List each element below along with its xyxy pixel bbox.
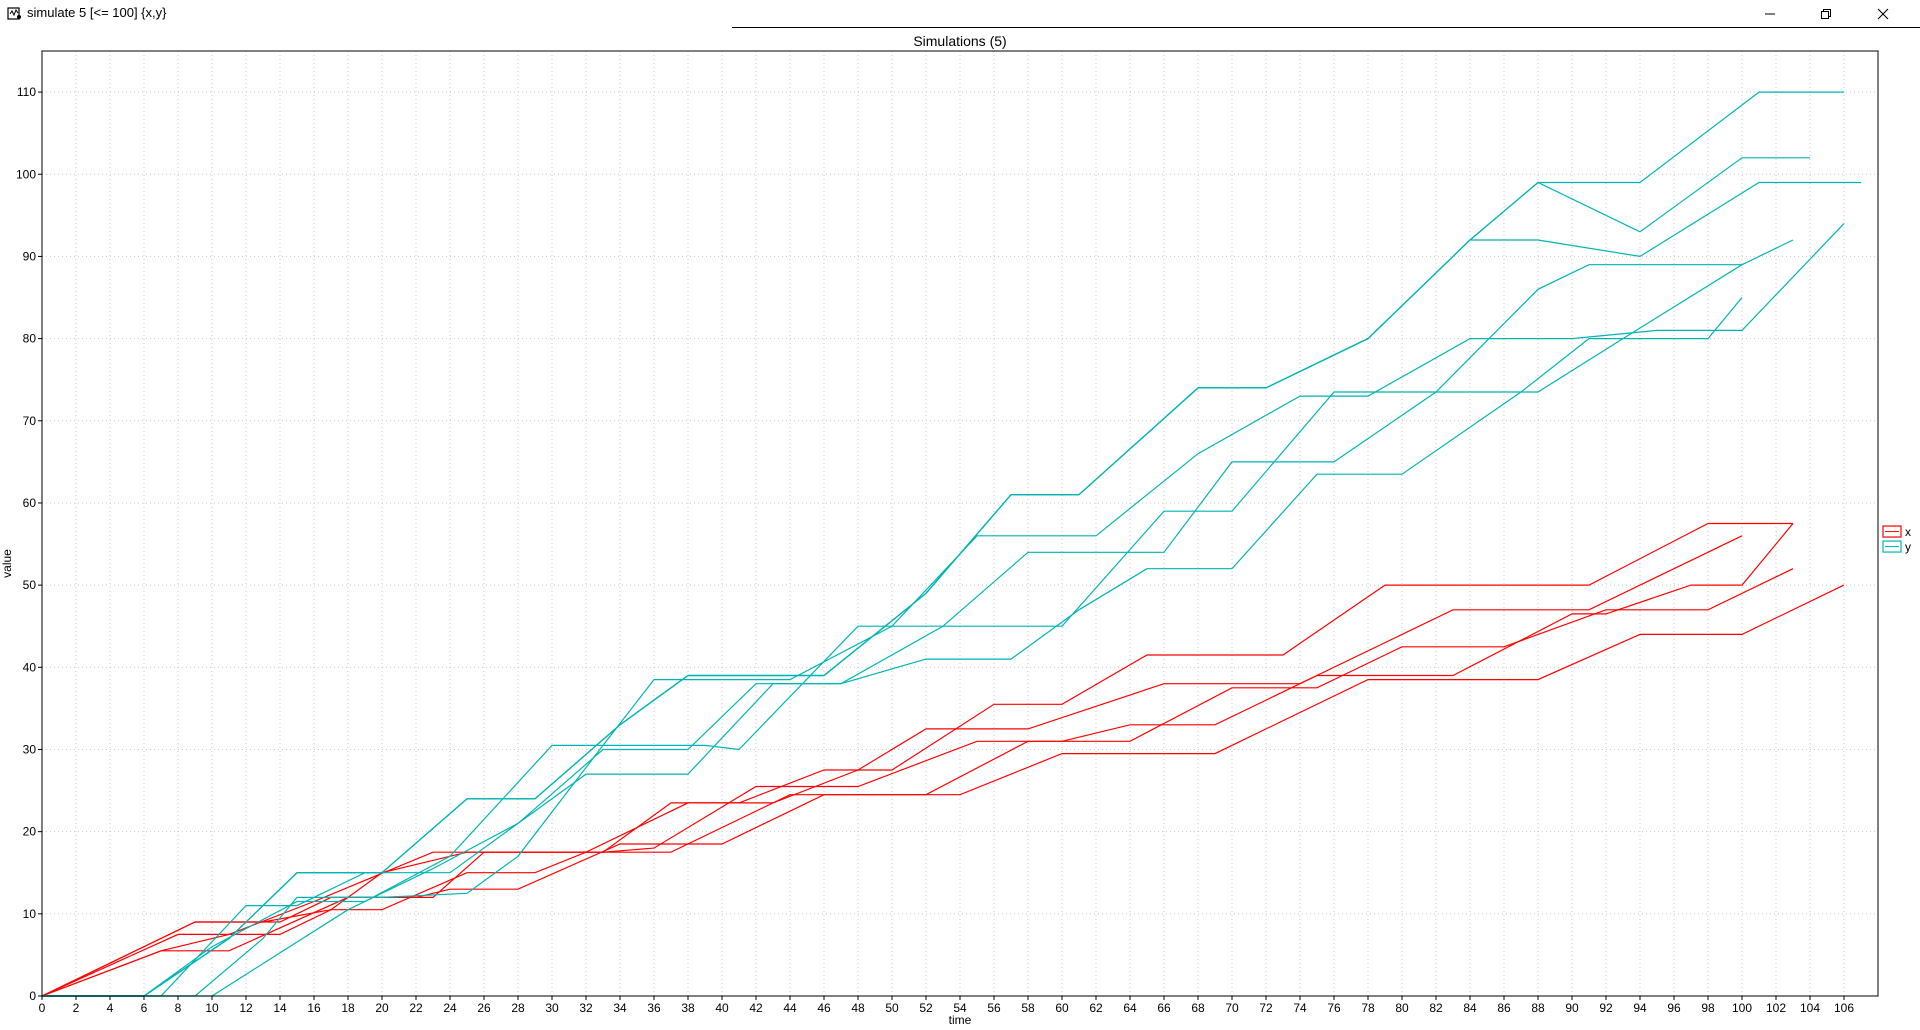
x-tick-label: 20 — [375, 1001, 389, 1015]
x-tick-label: 14 — [273, 1001, 287, 1015]
x-tick-label: 38 — [681, 1001, 695, 1015]
legend: xy — [1882, 525, 1911, 554]
uppaal-app-icon — [7, 7, 21, 20]
y-tick-label: 20 — [23, 825, 37, 839]
x-tick-label: 10 — [205, 1001, 219, 1015]
series-x-run-4 — [41, 523, 1794, 997]
y-tick-label: 60 — [23, 496, 37, 510]
y-tick-label: 90 — [23, 249, 37, 263]
series-y-run-9 — [42, 223, 1845, 997]
x-tick-label: 24 — [443, 1001, 457, 1015]
x-tick-label: 12 — [239, 1001, 253, 1015]
legend-label-x: x — [1905, 525, 1911, 539]
series-x-run-3 — [41, 535, 1743, 997]
window-title: simulate 5 [<= 100] {x,y} — [27, 5, 167, 20]
x-tick-label: 106 — [1834, 1001, 1854, 1015]
x-tick-label: 4 — [107, 1001, 114, 1015]
x-tick-label: 100 — [1732, 1001, 1752, 1015]
series-y-run-10 — [42, 91, 1844, 997]
x-tick-label: 2 — [73, 1001, 80, 1015]
x-tick-label: 40 — [715, 1001, 729, 1015]
x-tick-label: 50 — [885, 1001, 899, 1015]
y-tick-label: 10 — [23, 907, 37, 921]
y-tick-label: 80 — [23, 332, 37, 346]
grid-layer — [41, 51, 1878, 997]
legend-swatch-x — [1882, 525, 1902, 538]
y-axis-label: value — [0, 549, 14, 578]
x-tick-label: 90 — [1565, 1001, 1579, 1015]
x-tick-label: 82 — [1429, 1001, 1443, 1015]
y-tick-label: 50 — [23, 578, 37, 592]
x-tick-label: 60 — [1055, 1001, 1069, 1015]
x-tick-label: 66 — [1157, 1001, 1171, 1015]
window-titlebar: simulate 5 [<= 100] {x,y} — [0, 0, 1920, 28]
x-tick-label: 52 — [919, 1001, 933, 1015]
x-tick-label: 84 — [1463, 1001, 1477, 1015]
x-tick-label: 68 — [1191, 1001, 1205, 1015]
x-tick-label: 70 — [1225, 1001, 1239, 1015]
minimize-icon — [1765, 13, 1775, 15]
x-tick-label: 98 — [1701, 1001, 1715, 1015]
x-tick-label: 16 — [307, 1001, 321, 1015]
y-tick-label: 0 — [29, 989, 36, 1003]
x-tick-label: 34 — [613, 1001, 627, 1015]
y-tick-label: 70 — [23, 414, 37, 428]
x-tick-label: 78 — [1361, 1001, 1375, 1015]
x-tick-label: 88 — [1531, 1001, 1545, 1015]
series-x-run-5 — [41, 522, 1793, 997]
x-tick-label: 8 — [175, 1001, 182, 1015]
x-tick-label: 36 — [647, 1001, 661, 1015]
y-tick-label: 40 — [23, 660, 37, 674]
series-x-run-1 — [41, 584, 1845, 997]
x-tick-label: 0 — [39, 1001, 46, 1015]
series-y-run-6 — [42, 239, 1794, 997]
x-tick-label: 54 — [953, 1001, 967, 1015]
series-y-run-12 — [42, 181, 1861, 997]
x-tick-label: 80 — [1395, 1001, 1409, 1015]
x-tick-label: 42 — [749, 1001, 763, 1015]
tick-layer: 0 2 4 6 8 10 12 14 16 18 20 22 24 26 28 30 32 34 36 38 40 42 4… — [16, 85, 1854, 1015]
x-tick-label: 96 — [1667, 1001, 1681, 1015]
x-tick-label: 76 — [1327, 1001, 1341, 1015]
x-tick-label: 86 — [1497, 1001, 1511, 1015]
x-tick-label: 102 — [1766, 1001, 1786, 1015]
x-tick-label: 26 — [477, 1001, 491, 1015]
x-tick-label: 48 — [851, 1001, 865, 1015]
x-tick-label: 6 — [141, 1001, 148, 1015]
y-tick-label: 30 — [23, 742, 37, 756]
series-layer — [41, 91, 1861, 997]
x-tick-label: 44 — [783, 1001, 797, 1015]
restore-icon — [1821, 9, 1831, 19]
x-tick-label: 62 — [1089, 1001, 1103, 1015]
x-tick-label: 58 — [1021, 1001, 1035, 1015]
y-tick-label: 100 — [16, 167, 36, 181]
x-tick-label: 30 — [545, 1001, 559, 1015]
x-tick-label: 18 — [341, 1001, 355, 1015]
minimize-button[interactable] — [1747, 0, 1793, 28]
x-tick-label: 28 — [511, 1001, 525, 1015]
y-tick-label: 110 — [17, 85, 36, 99]
x-tick-label: 104 — [1800, 1001, 1820, 1015]
x-tick-label: 72 — [1259, 1001, 1273, 1015]
x-tick-label: 74 — [1293, 1001, 1307, 1015]
restore-button[interactable] — [1803, 0, 1849, 28]
x-tick-label: 22 — [409, 1001, 423, 1015]
x-tick-label: 32 — [579, 1001, 593, 1015]
chart-title: Simulations (5) — [913, 33, 1006, 49]
legend-label-y: y — [1905, 540, 1911, 554]
series-x-run-2 — [41, 568, 1794, 997]
x-axis-label: time — [949, 1013, 972, 1027]
title-divider — [732, 27, 1920, 28]
x-tick-label: 56 — [987, 1001, 1001, 1015]
x-tick-label: 64 — [1123, 1001, 1137, 1015]
close-button[interactable] — [1860, 0, 1906, 28]
series-y-run-8 — [42, 264, 1742, 997]
x-tick-label: 92 — [1599, 1001, 1613, 1015]
close-icon — [1877, 8, 1889, 20]
x-tick-label: 46 — [817, 1001, 831, 1015]
x-tick-label: 94 — [1633, 1001, 1647, 1015]
legend-swatch-y — [1882, 540, 1902, 553]
series-y-run-7 — [42, 297, 1743, 997]
simulation-chart: 0 2 4 6 8 10 12 14 16 18 20 22 24 26 28 30 32 34 36 38 40 42 4… — [0, 33, 1911, 1027]
